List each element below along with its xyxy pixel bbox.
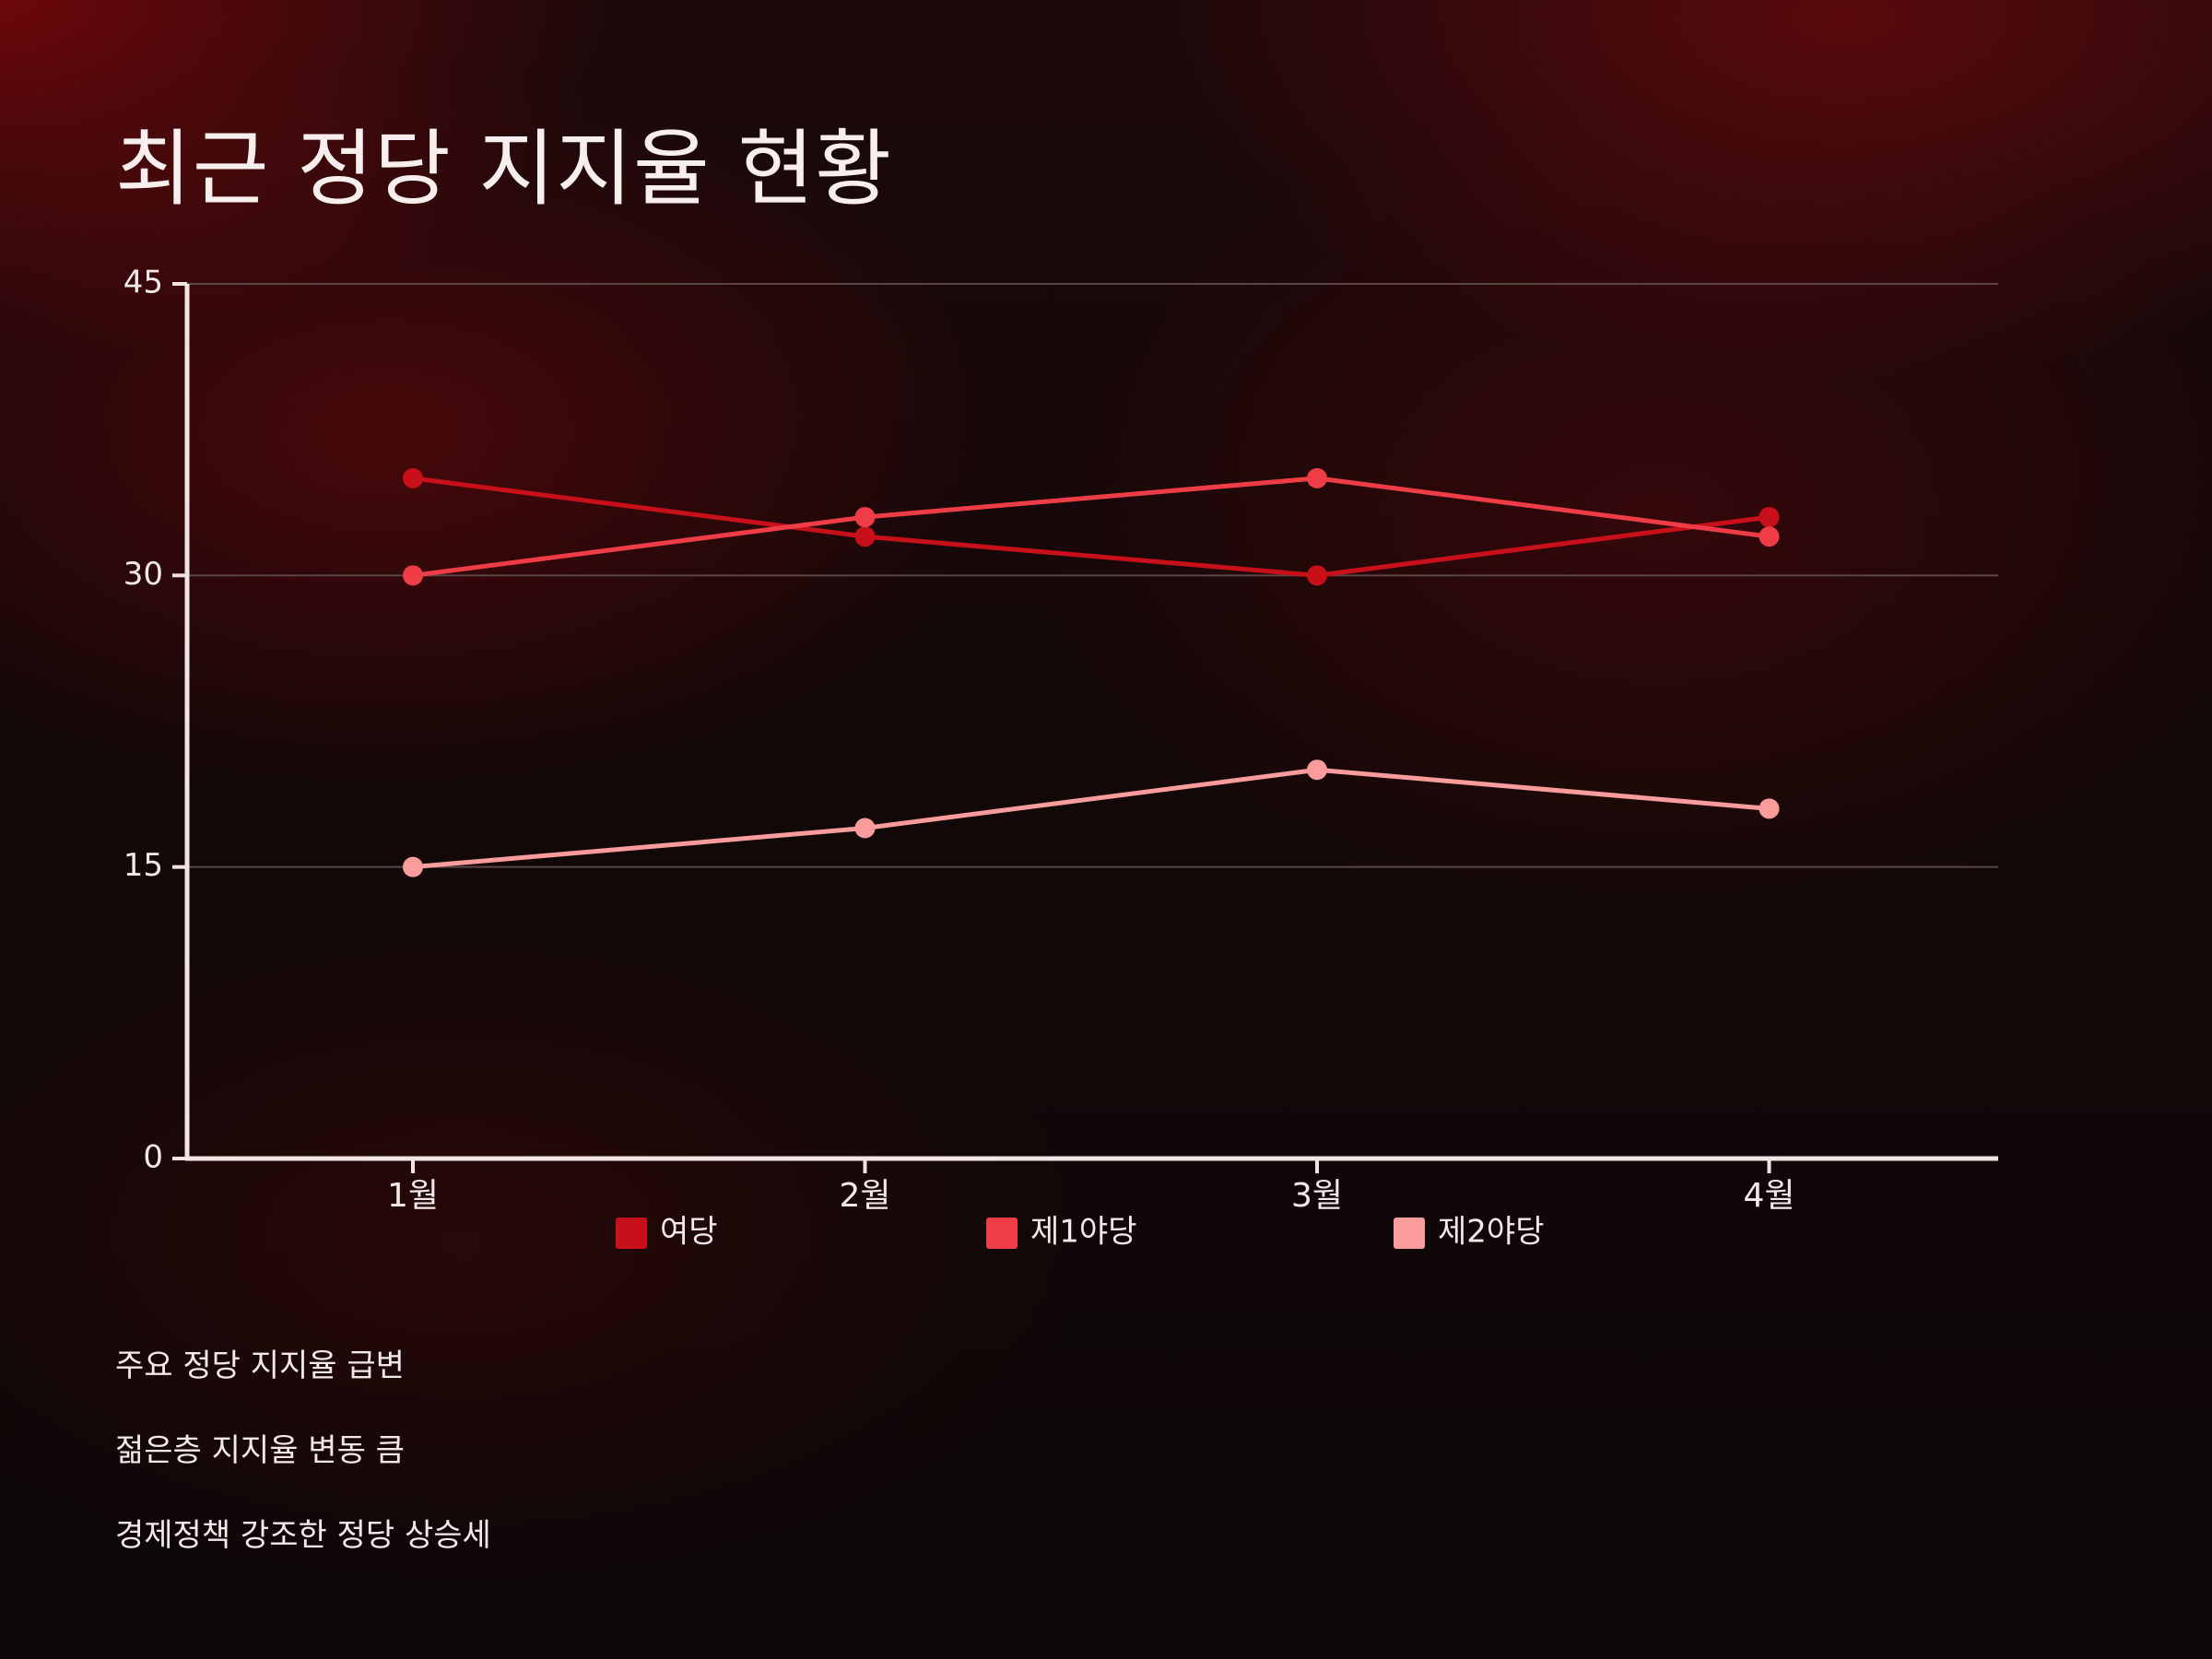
- data-point: [403, 565, 423, 586]
- legend-swatch: [986, 1218, 1018, 1249]
- data-point: [854, 818, 876, 839]
- y-tick-label: 15: [124, 847, 163, 884]
- y-tick-label: 0: [143, 1139, 163, 1176]
- series-line: [410, 476, 1771, 578]
- legend-label: 제1야당: [1030, 1214, 1136, 1251]
- data-point: [854, 526, 876, 547]
- legend-label: 제2야당: [1438, 1214, 1544, 1251]
- data-point: [854, 507, 876, 528]
- legend-swatch: [616, 1218, 647, 1249]
- note-item: 젊은층 지지율 변동 큼: [115, 1432, 405, 1469]
- series-line: [410, 767, 1771, 870]
- series-lines: [403, 467, 1780, 877]
- data-point: [1307, 759, 1327, 781]
- x-tick-label: 3월: [1291, 1177, 1343, 1215]
- data-point: [1759, 798, 1780, 819]
- series-line: [410, 476, 1771, 578]
- page-title: 최근 정당 지지율 현황: [115, 121, 893, 218]
- legend: 여당 제1야당 제2야당: [616, 1214, 1544, 1251]
- data-point: [1307, 565, 1327, 586]
- x-tick-label: 4월: [1743, 1177, 1794, 1215]
- notes-list: 주요 정당 지지율 급변 젊은층 지지율 변동 큼 경제정책 강조한 정당 상승…: [115, 1347, 491, 1602]
- x-tick-label: 2월: [839, 1177, 890, 1215]
- axes: 0 15 30 45 1월 2월 3월 4월: [124, 265, 1998, 1215]
- legend-label: 여당: [660, 1214, 718, 1251]
- y-tick-label: 45: [124, 265, 163, 301]
- legend-swatch: [1394, 1218, 1425, 1249]
- data-point: [1759, 507, 1780, 528]
- note-item: 경제정책 강조한 정당 상승세: [115, 1517, 491, 1554]
- data-point: [403, 856, 423, 877]
- data-point: [1307, 467, 1327, 488]
- note-item: 주요 정당 지지율 급변: [115, 1347, 405, 1384]
- x-tick-label: 1월: [387, 1177, 439, 1215]
- gridlines: [187, 283, 1998, 868]
- data-point: [1759, 526, 1780, 547]
- y-tick-label: 30: [124, 556, 163, 593]
- data-point: [403, 467, 423, 488]
